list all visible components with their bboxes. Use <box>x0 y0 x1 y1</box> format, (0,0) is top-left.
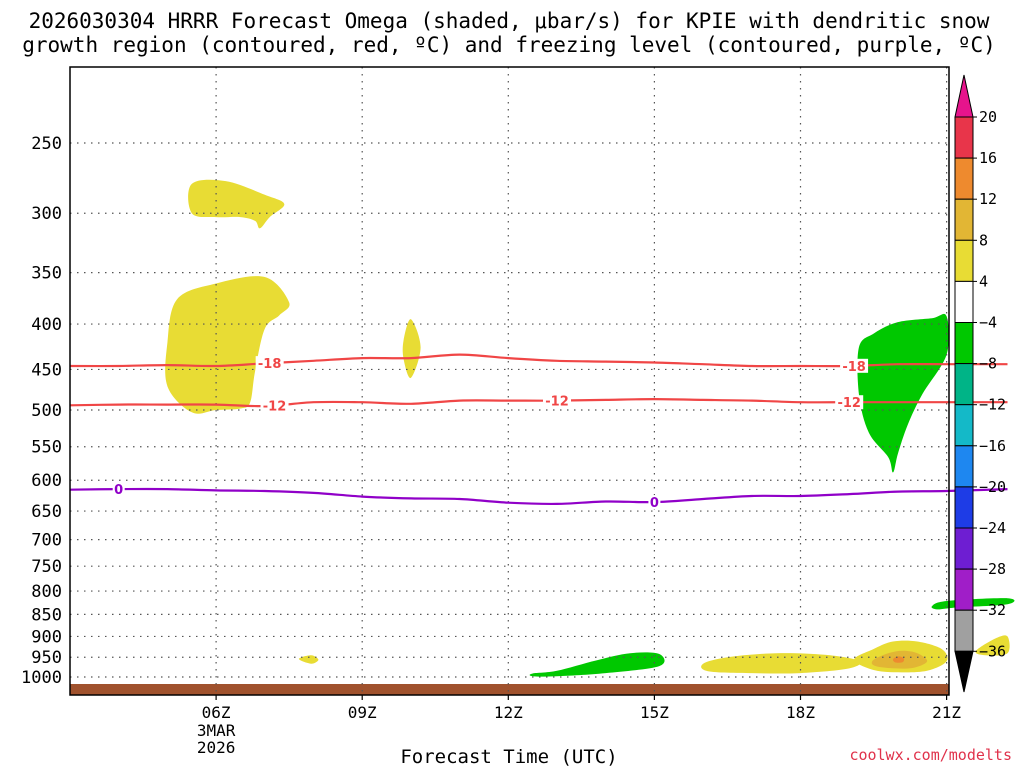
contour-label-dgz-minus-18-1: -18 <box>842 360 866 375</box>
y-tick-label-450: 450 <box>31 360 62 380</box>
x-tick-date-06Z: 3MAR <box>197 721 236 740</box>
colorbar-label-3: 8 <box>979 231 988 249</box>
y-tick-label-350: 350 <box>31 264 62 284</box>
omega-neg-4-8-400hpa <box>857 313 950 473</box>
colorbar: 20 16 12 8 4 −4 −8 −12 −16 −20 −24 −28 −32 −36 <box>954 74 1006 693</box>
colorbar-swatch-12 <box>954 609 974 652</box>
contour-label-bg-dgz-minus-12-2 <box>835 395 864 410</box>
x-tick-label-12Z: 12Z <box>494 703 523 722</box>
y-tick-label-850: 850 <box>31 605 62 625</box>
y-tick-label-400: 400 <box>31 315 62 335</box>
colorbar-swatch-3 <box>954 239 974 282</box>
colorbar-label-5: −4 <box>979 314 997 332</box>
contour-lines: -18 -18 -12 -12 -12 0 0 <box>69 353 1008 511</box>
colorbar-label-13: −36 <box>979 642 1006 660</box>
y-tick-label-250: 250 <box>31 134 62 154</box>
colorbar-label-12: −32 <box>979 601 1006 619</box>
contour-label-dgz-minus-12-0: -12 <box>263 399 287 414</box>
contour-label-bg-dgz-minus-12-0 <box>260 398 289 413</box>
y-tick-label-1000: 1000 <box>21 668 62 688</box>
colorbar-swatch-9 <box>954 486 974 529</box>
ground-bar <box>70 684 949 695</box>
x-tick-year-06Z: 2026 <box>197 738 236 757</box>
colorbar-swatch-7 <box>954 404 974 447</box>
colorbar-swatch-0 <box>954 116 974 159</box>
chart-title-line2: growth region (contoured, red, ºC) and f… <box>22 33 996 57</box>
omega-shaded-regions <box>165 179 1015 677</box>
omega-pos-4-8-920hpa-22z <box>975 635 1010 656</box>
credit-text: coolwx.com/modelts <box>849 746 1012 764</box>
colorbar-label-8: −16 <box>979 437 1006 455</box>
x-tick-label-06Z: 06Z <box>202 703 231 722</box>
contour-label-freezing-level-0-0: 0 <box>114 483 123 498</box>
colorbar-swatch-2 <box>954 198 974 241</box>
contour-label-bg-freezing-level-0-1 <box>648 495 661 510</box>
y-tick-label-500: 500 <box>31 401 62 421</box>
y-tick-label-300: 300 <box>31 204 62 224</box>
omega-pos-4-8-970hpa-18z <box>701 653 861 674</box>
contour-freezing-level-0 <box>69 487 1008 506</box>
pressure-axis: 2503003504004505005506006507007508008509… <box>21 134 62 688</box>
colorbar-label-9: −20 <box>979 478 1006 496</box>
colorbar-swatch-4 <box>954 280 974 323</box>
omega-pos-4-8-420hpa <box>165 276 290 414</box>
colorbar-top-arrow <box>954 74 974 118</box>
omega-pos-4-8-300hpa <box>188 179 285 229</box>
colorbar-label-1: 16 <box>979 149 997 167</box>
colorbar-swatch-5 <box>954 322 974 365</box>
y-tick-label-600: 600 <box>31 471 62 491</box>
colorbar-label-10: −24 <box>979 519 1006 537</box>
y-tick-label-550: 550 <box>31 438 62 458</box>
contour-label-freezing-level-0-1: 0 <box>650 496 659 511</box>
colorbar-label-11: −28 <box>979 560 1006 578</box>
contour-label-dgz-minus-12-2: -12 <box>837 396 861 411</box>
contour-label-dgz-minus-12-1: -12 <box>545 395 569 410</box>
contour-label-bg-dgz-minus-18-1 <box>840 358 869 373</box>
x-tick-label-18Z: 18Z <box>786 703 815 722</box>
colorbar-swatch-8 <box>954 445 974 488</box>
omega-pos-4-8-950hpa-dot <box>298 655 319 664</box>
colorbar-label-7: −12 <box>979 396 1006 414</box>
colorbar-label-6: −8 <box>979 355 997 373</box>
colorbar-swatch-6 <box>954 363 974 406</box>
omega-pos-12-16-950hpa-20z <box>892 656 905 663</box>
plot-frame <box>69 66 950 696</box>
omega-pos-4-8-420hpa-small <box>402 319 421 379</box>
x-tick-label-21Z: 21Z <box>932 703 961 722</box>
colorbar-label-4: 4 <box>979 272 988 290</box>
colorbar-label-0: 20 <box>979 108 997 126</box>
y-tick-label-650: 650 <box>31 502 62 522</box>
x-axis-label: Forecast Time (UTC) <box>400 746 617 768</box>
colorbar-swatch-10 <box>954 527 974 570</box>
colorbar-swatch-11 <box>954 568 974 611</box>
y-tick-label-700: 700 <box>31 531 62 551</box>
chart-title-line1: 2026030304 HRRR Forecast Omega (shaded, … <box>29 9 990 33</box>
plot-area: -18 -18 -12 -12 -12 0 0 <box>69 66 1015 696</box>
contour-label-dgz-minus-18-0: -18 <box>258 357 282 372</box>
x-tick-label-15Z: 15Z <box>640 703 669 722</box>
colorbar-bottom-arrow <box>954 650 974 693</box>
omega-neg-4-8-975hpa <box>529 652 665 677</box>
y-tick-label-950: 950 <box>31 648 62 668</box>
colorbar-label-2: 12 <box>979 190 997 208</box>
ground-layer <box>70 684 949 695</box>
contour-label-bg-dgz-minus-18-0 <box>255 356 284 371</box>
contour-label-bg-dgz-minus-12-1 <box>543 393 571 408</box>
y-tick-label-900: 900 <box>31 627 62 647</box>
contour-label-bg-freezing-level-0-0 <box>112 482 125 497</box>
y-tick-label-800: 800 <box>31 582 62 602</box>
x-tick-label-09Z: 09Z <box>348 703 377 722</box>
y-tick-label-750: 750 <box>31 557 62 577</box>
colorbar-swatch-1 <box>954 157 974 200</box>
